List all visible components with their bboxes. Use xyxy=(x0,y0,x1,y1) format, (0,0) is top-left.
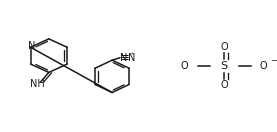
Text: N: N xyxy=(120,53,128,63)
Text: NH: NH xyxy=(30,79,45,89)
Text: N: N xyxy=(29,41,36,51)
Text: O: O xyxy=(220,42,228,52)
Text: −: − xyxy=(270,56,277,65)
Text: ⁺: ⁺ xyxy=(130,51,134,60)
Text: O: O xyxy=(181,61,188,71)
Text: O: O xyxy=(260,61,268,71)
Text: O: O xyxy=(220,80,228,90)
Text: N: N xyxy=(129,53,136,63)
Text: ≡: ≡ xyxy=(120,51,129,64)
Text: S: S xyxy=(220,61,228,71)
